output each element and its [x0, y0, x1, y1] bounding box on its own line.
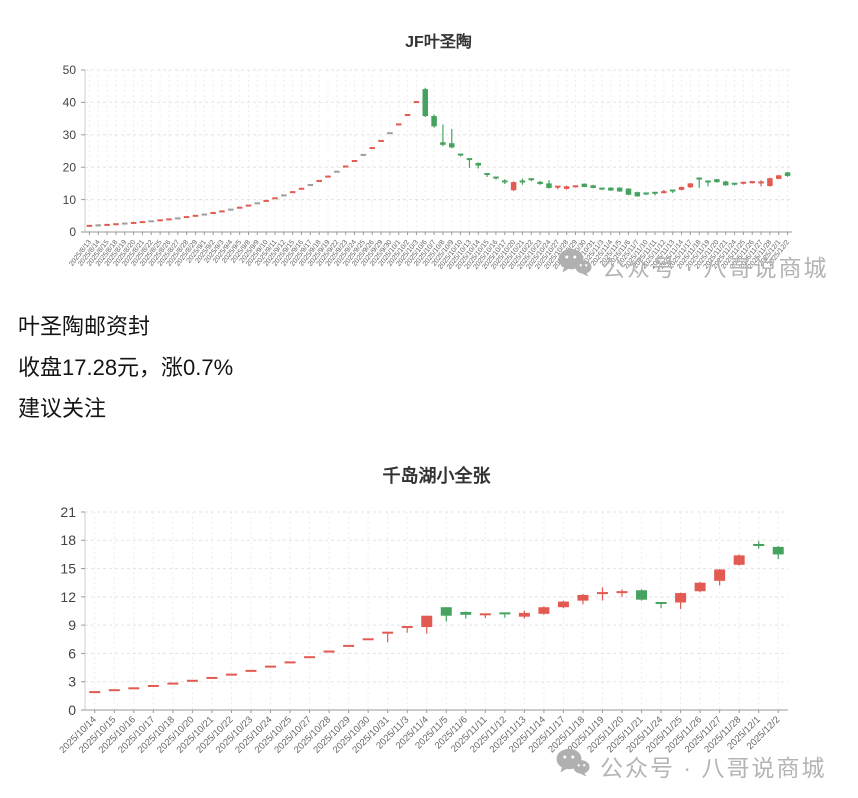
- svg-text:18: 18: [60, 532, 76, 548]
- summary-advice: 建议关注: [18, 396, 107, 421]
- wechat-icon: [556, 748, 590, 783]
- svg-text:40: 40: [63, 96, 77, 110]
- svg-text:30: 30: [63, 128, 77, 142]
- candles: [89, 541, 784, 694]
- summary-close-price: 收盘17.28元，涨0.7%: [18, 355, 234, 380]
- gridlines: [85, 69, 792, 233]
- watermark-bottom: 公众号 · 八哥说商城: [556, 748, 826, 783]
- svg-text:21: 21: [60, 504, 76, 520]
- axes: 0 10 20 30 40 50: [63, 63, 792, 239]
- svg-text:12: 12: [60, 589, 76, 605]
- qiandaohu-candlestick-chart: 0369121518212025/10/142025/10/152025/10/…: [57, 504, 788, 756]
- candles: [86, 87, 791, 227]
- svg-text:3: 3: [68, 674, 76, 690]
- axes: 0 3 6 9 12 15 18 21: [60, 504, 788, 718]
- summary-item-name: 叶圣陶邮资封: [18, 314, 151, 339]
- watermark-text: 公众号 · 八哥说商城: [602, 254, 829, 281]
- svg-text:0: 0: [69, 225, 76, 239]
- svg-text:50: 50: [63, 63, 77, 77]
- chart-2-title: 千岛湖小全张: [382, 466, 491, 486]
- chart-1-title: JF叶圣陶: [405, 34, 472, 51]
- svg-text:20: 20: [63, 160, 77, 174]
- watermark-top: 公众号 · 八哥说商城: [558, 248, 828, 283]
- wechat-icon: [558, 248, 592, 283]
- svg-text:9: 9: [68, 617, 76, 633]
- svg-text:10: 10: [63, 193, 77, 207]
- svg-text:0: 0: [68, 702, 76, 718]
- watermark-text: 公众号 · 八哥说商城: [600, 754, 827, 781]
- jf-yst-candlestick-chart: 0 10 20 30 40 50 2025/8/132025/8/142025/8/1520…: [63, 63, 792, 271]
- gridlines: [85, 511, 788, 711]
- summary-block: 叶圣陶邮资封 收盘17.28元，涨0.7% 建议关注: [18, 306, 233, 429]
- x-axis-labels: 2025/8/132025/8/142025/8/152025/8/182025…: [68, 239, 791, 271]
- svg-text:6: 6: [68, 645, 76, 661]
- svg-text:15: 15: [60, 560, 76, 576]
